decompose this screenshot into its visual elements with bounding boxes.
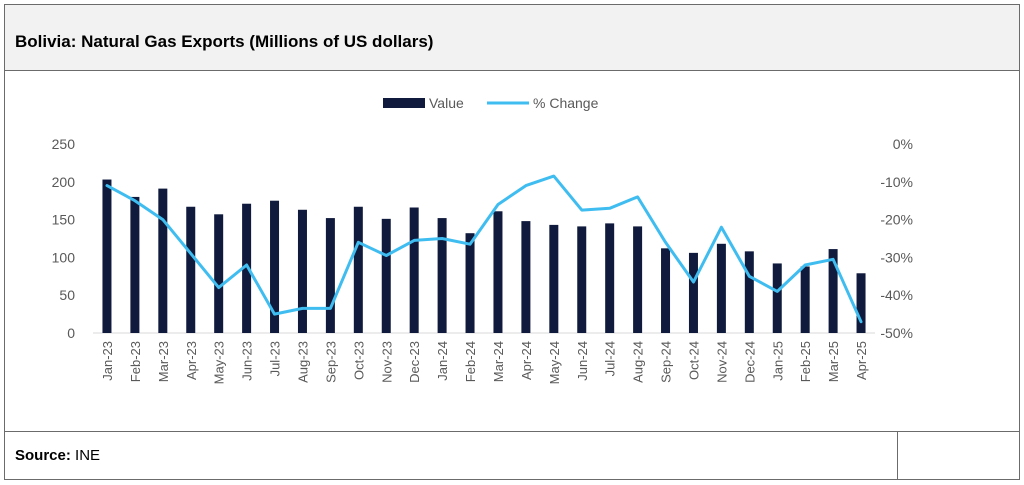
x-axis-tick-label: Apr-24 bbox=[519, 341, 534, 380]
bar-value bbox=[409, 207, 419, 333]
source-value: INE bbox=[70, 447, 101, 464]
bar-value bbox=[772, 263, 782, 333]
chart-title: Bolivia: Natural Gas Exports (Millions o… bbox=[15, 32, 434, 51]
bar-value bbox=[353, 206, 363, 333]
right-axis-tick-label: -20% bbox=[880, 212, 913, 228]
left-axis-tick-label: 200 bbox=[52, 174, 76, 190]
chart-area: 0 50 100 150 200 250 -50% -40% -30% -20% -10% 0% Jan… bbox=[5, 71, 1019, 431]
bar-value bbox=[577, 226, 587, 333]
right-axis-tick-label: -50% bbox=[880, 325, 913, 341]
bar-value bbox=[186, 206, 196, 333]
x-axis-tick-label: Mar-24 bbox=[491, 341, 506, 382]
left-axis-tick-label: 250 bbox=[52, 136, 76, 152]
bar-value bbox=[549, 224, 559, 333]
chart-panel: Bolivia: Natural Gas Exports (Millions o… bbox=[4, 4, 1020, 480]
left-axis-tick-label: 100 bbox=[52, 249, 76, 265]
bar-value bbox=[633, 226, 643, 333]
x-axis-tick-label: Apr-25 bbox=[854, 341, 869, 380]
bar-value bbox=[661, 248, 671, 333]
x-axis-tick-label: May-24 bbox=[547, 341, 562, 384]
x-axis-tick-label: Jul-23 bbox=[268, 341, 283, 376]
bar-value bbox=[437, 218, 447, 333]
x-axis-tick-label: Jul-24 bbox=[603, 341, 618, 376]
x-axis-tick-label: Mar-25 bbox=[826, 341, 841, 382]
x-axis-tick-label: Nov-23 bbox=[379, 341, 394, 383]
bar-value bbox=[297, 209, 307, 333]
left-axis-tick-label: 0 bbox=[67, 325, 75, 341]
x-axis-tick-label: Sep-24 bbox=[659, 341, 674, 383]
series-line-pct-change bbox=[105, 174, 863, 324]
source-label: Source: bbox=[15, 447, 71, 464]
right-axis-tick-label: -30% bbox=[880, 249, 913, 265]
bar-value bbox=[325, 218, 335, 333]
bar-value bbox=[493, 211, 503, 333]
x-axis-tick-label: Dec-23 bbox=[407, 341, 422, 383]
bar-value bbox=[270, 200, 280, 333]
x-axis-tick-label: Apr-23 bbox=[184, 341, 199, 380]
legend-label-value: Value bbox=[429, 95, 464, 111]
x-axis-tick-label: Dec-24 bbox=[742, 341, 757, 383]
source-note: Source: INE bbox=[15, 447, 100, 464]
x-axis-tick-label: Jun-23 bbox=[240, 341, 255, 381]
bar-value bbox=[158, 188, 168, 333]
bar-value bbox=[800, 266, 810, 333]
combo-chart: 0 50 100 150 200 250 -50% -40% -30% -20% -10% 0% Jan… bbox=[52, 95, 913, 384]
x-axis-tick-label: Oct-23 bbox=[351, 341, 366, 380]
x-axis-tick-label: Mar-23 bbox=[156, 341, 171, 382]
bar-value bbox=[521, 221, 531, 333]
bar-value bbox=[605, 223, 615, 333]
bar-value bbox=[856, 273, 866, 333]
panel-footer: Source: INE bbox=[5, 431, 1019, 479]
left-axis-tick-label: 150 bbox=[52, 212, 76, 228]
left-axis-tick-label: 50 bbox=[59, 287, 75, 303]
x-axis-tick-label: Feb-23 bbox=[128, 341, 143, 382]
x-axis-tick-label: Oct-24 bbox=[686, 341, 701, 380]
footer-empty-cell bbox=[897, 432, 1019, 479]
x-axis-tick-label: Feb-24 bbox=[463, 341, 478, 382]
x-axis-tick-label: Sep-23 bbox=[323, 341, 338, 383]
x-axis-tick-label: Jun-24 bbox=[575, 341, 590, 381]
x-axis-tick-label: Aug-24 bbox=[631, 341, 646, 383]
legend-swatch-value bbox=[383, 98, 425, 108]
bar-value bbox=[381, 218, 391, 333]
legend-label-pct-change: % Change bbox=[533, 95, 599, 111]
x-axis-tick-label: Aug-23 bbox=[295, 341, 310, 383]
x-axis-tick-label: Jan-25 bbox=[770, 341, 785, 381]
bar-value bbox=[130, 196, 140, 333]
bar-value bbox=[242, 203, 252, 333]
x-axis-tick-label: Jan-23 bbox=[100, 341, 115, 381]
right-axis-tick-label: 0% bbox=[893, 136, 913, 152]
x-axis-tick-label: Nov-24 bbox=[714, 341, 729, 383]
bar-value bbox=[716, 243, 726, 333]
bar-value bbox=[744, 251, 754, 333]
x-axis-tick-label: May-23 bbox=[212, 341, 227, 384]
x-axis-tick-label: Jan-24 bbox=[435, 341, 450, 381]
right-axis-tick-label: -40% bbox=[880, 287, 913, 303]
bar-value bbox=[102, 179, 112, 333]
bar-value bbox=[828, 249, 838, 333]
right-axis-tick-label: -10% bbox=[880, 174, 913, 190]
bar-value bbox=[214, 214, 224, 333]
x-axis-tick-label: Feb-25 bbox=[798, 341, 813, 382]
panel-header: Bolivia: Natural Gas Exports (Millions o… bbox=[5, 5, 1019, 71]
bar-value bbox=[465, 233, 475, 333]
bar-value bbox=[688, 252, 698, 333]
